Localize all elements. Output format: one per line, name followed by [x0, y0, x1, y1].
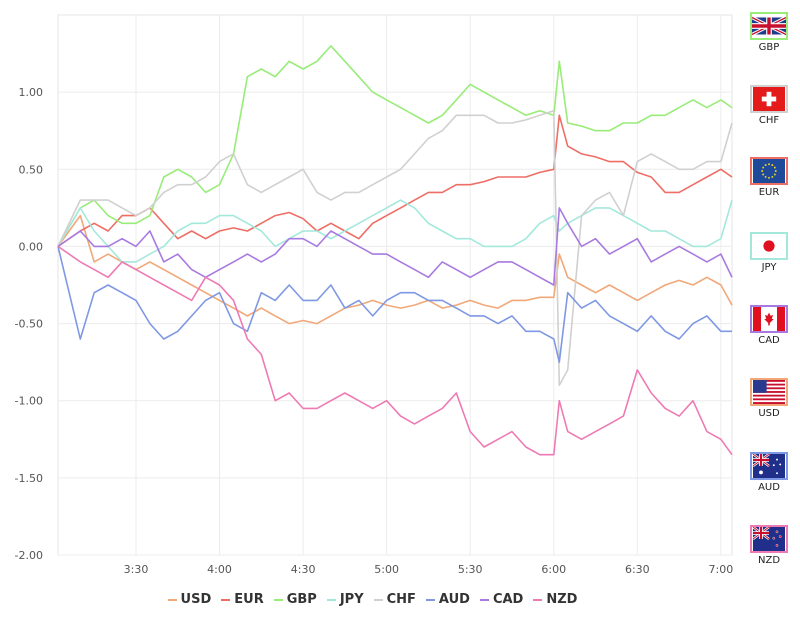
flag-label: EUR	[758, 187, 780, 198]
series-line-aud	[57, 246, 732, 363]
y-tick-label: 0.50	[19, 163, 44, 176]
flag-usd-icon	[750, 378, 788, 406]
flag-aud-icon	[750, 452, 788, 480]
grid	[57, 14, 733, 556]
plot-frame	[57, 14, 733, 556]
y-tick-label: -0.50	[15, 318, 43, 331]
y-tick-label: 0.00	[19, 240, 44, 253]
x-tick-label: 3:30	[124, 563, 149, 576]
legend-label: GBP	[286, 592, 317, 607]
flag-card-usd[interactable]: USD	[746, 378, 792, 419]
series-line-cad	[57, 207, 733, 286]
series-line-gbp	[57, 45, 733, 247]
legend-swatch	[533, 598, 543, 601]
legend-swatch	[425, 598, 435, 601]
legend-swatch	[373, 598, 383, 601]
flag-card-cad[interactable]: CAD	[746, 305, 792, 346]
flag-card-aud[interactable]: AUD	[746, 452, 792, 493]
x-tick-label: 5:30	[458, 563, 483, 576]
legend-item-eur[interactable]: EUR	[221, 592, 264, 607]
y-tick-label: -1.50	[15, 472, 43, 485]
series-line-nzd	[57, 245, 733, 456]
x-axis: 3:30 4:00 4:30 5:00 5:30 6:00 6:30 7:00	[124, 563, 734, 576]
legend-item-usd[interactable]: USD	[167, 592, 212, 607]
flag-gbp-icon	[750, 12, 788, 40]
flag-label: AUD	[758, 482, 780, 493]
flag-label: GBP	[758, 42, 780, 53]
flag-eur-icon	[750, 157, 788, 185]
legend-item-aud[interactable]: AUD	[425, 592, 470, 607]
flag-card-nzd[interactable]: NZD	[746, 525, 792, 566]
y-tick-label: 1.00	[19, 86, 44, 99]
legend-swatch	[479, 598, 489, 601]
flag-chf-icon	[750, 85, 788, 113]
flag-label: CHF	[758, 115, 780, 126]
legend-label: JPY	[339, 592, 364, 607]
y-tick-label: -1.00	[15, 395, 43, 408]
series-lines	[57, 45, 733, 456]
legend-item-cad[interactable]: CAD	[479, 592, 524, 607]
legend-item-nzd[interactable]: NZD	[533, 592, 577, 607]
legend-label: USD	[180, 592, 212, 607]
legend-swatch	[167, 598, 177, 601]
legend-swatch	[326, 598, 336, 601]
flag-nzd-icon	[750, 525, 788, 553]
series-line-eur	[57, 114, 733, 248]
flag-card-jpy[interactable]: JPY	[746, 232, 792, 273]
legend-label: NZD	[546, 592, 578, 607]
legend-item-jpy[interactable]: JPY	[326, 592, 364, 607]
flag-card-gbp[interactable]: GBP	[746, 12, 792, 53]
legend-swatch	[273, 598, 283, 601]
series-line-usd	[57, 214, 733, 325]
flag-card-eur[interactable]: EUR	[746, 157, 792, 198]
x-tick-label: 6:00	[541, 563, 566, 576]
flag-label: NZD	[757, 555, 781, 566]
legend-item-gbp[interactable]: GBP	[273, 592, 317, 607]
x-tick-label: 4:30	[291, 563, 316, 576]
series-line-chf	[57, 109, 733, 387]
flag-jpy-icon	[750, 232, 788, 260]
y-axis: 1.00 0.50 0.00 -0.50 -1.00 -1.50 -2.00	[15, 86, 43, 562]
x-tick-label: 7:00	[709, 563, 734, 576]
flag-cad-icon	[750, 305, 788, 333]
legend-label: CAD	[492, 592, 524, 607]
x-tick-label: 4:00	[207, 563, 232, 576]
legend-swatch	[221, 598, 231, 601]
series-line-jpy	[57, 199, 733, 263]
flag-label: USD	[758, 408, 780, 419]
legend: USD EUR GBP JPY CHF AUD CAD NZD	[0, 592, 745, 607]
legend-label: AUD	[438, 592, 470, 607]
legend-item-chf[interactable]: CHF	[373, 592, 416, 607]
y-tick-label: -2.00	[15, 549, 43, 562]
x-tick-label: 6:30	[625, 563, 650, 576]
x-tick-label: 5:00	[374, 563, 399, 576]
flag-label: CAD	[758, 335, 780, 346]
legend-label: CHF	[386, 592, 416, 607]
flag-label: JPY	[761, 262, 777, 273]
flag-card-chf[interactable]: CHF	[746, 85, 792, 126]
legend-label: EUR	[234, 592, 264, 607]
